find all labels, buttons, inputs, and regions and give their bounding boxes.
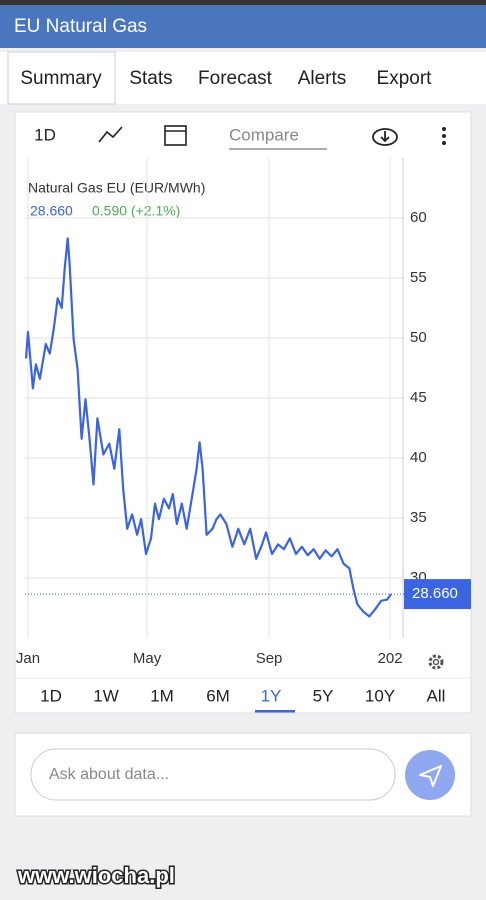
header-title: EU Natural Gas [14, 16, 147, 37]
y-tick-label: 40 [410, 449, 427, 466]
last-price: 28.660 [30, 203, 73, 219]
range-underline [255, 710, 295, 713]
last-price-box [404, 579, 471, 610]
dot [442, 134, 446, 138]
interval-button[interactable]: 1D [34, 125, 56, 144]
status-strip [0, 0, 486, 5]
range-button[interactable]: 1M [150, 686, 174, 705]
x-tick-label: Jan [16, 650, 40, 667]
send-icon [419, 765, 442, 787]
tab[interactable]: Stats [129, 68, 172, 89]
y-tick-label: 35 [410, 509, 427, 526]
range-button[interactable]: 5Y [313, 686, 334, 705]
active-tab [7, 51, 116, 105]
price-line [24, 237, 392, 618]
gear [428, 654, 444, 670]
y-tick-label: 50 [410, 329, 427, 346]
dot [442, 127, 446, 131]
range-button[interactable]: 1D [40, 686, 62, 705]
range-button[interactable]: 6M [206, 686, 230, 705]
calendar-icon[interactable] [164, 125, 187, 146]
arrow [380, 131, 390, 143]
tab[interactable]: Export [377, 68, 433, 89]
range-button[interactable]: 10Y [365, 686, 395, 705]
send-button[interactable] [405, 750, 455, 800]
tab[interactable]: Forecast [198, 68, 273, 89]
x-tick-label: Sep [256, 650, 283, 667]
tab[interactable]: Summary [20, 68, 102, 89]
download-icon[interactable] [372, 128, 398, 146]
x-tick-label: May [133, 650, 162, 667]
chart-card [14, 111, 472, 714]
calendar-frame [164, 125, 187, 146]
range-button[interactable]: All [427, 686, 446, 705]
cloud [372, 128, 398, 146]
ask-input[interactable] [30, 748, 396, 801]
compare-input[interactable]: Compare [229, 125, 299, 144]
range-button[interactable]: 1Y [261, 686, 282, 705]
range-button[interactable]: 1W [93, 686, 119, 705]
ask-placeholder: Ask about data... [49, 766, 169, 783]
gear-hole [432, 658, 440, 666]
x-tick-label: 202 [378, 650, 403, 667]
more-icon[interactable] [442, 127, 446, 145]
header-bar [0, 5, 486, 48]
watermark: www.wiocha.pl [17, 863, 175, 888]
y-tick-label: 60 [410, 209, 427, 226]
y-tick-label: 45 [410, 389, 427, 406]
dot [442, 141, 446, 145]
tab[interactable]: Alerts [298, 68, 347, 89]
last-price-label: 28.660 [412, 585, 458, 602]
chart-type-icon[interactable] [98, 126, 123, 143]
chart-title: Natural Gas EU (EUR/MWh) [28, 180, 205, 196]
y-tick-label: 55 [410, 269, 427, 286]
price-change: 0.590 (+2.1%) [92, 203, 180, 219]
settings-icon[interactable] [428, 654, 444, 670]
